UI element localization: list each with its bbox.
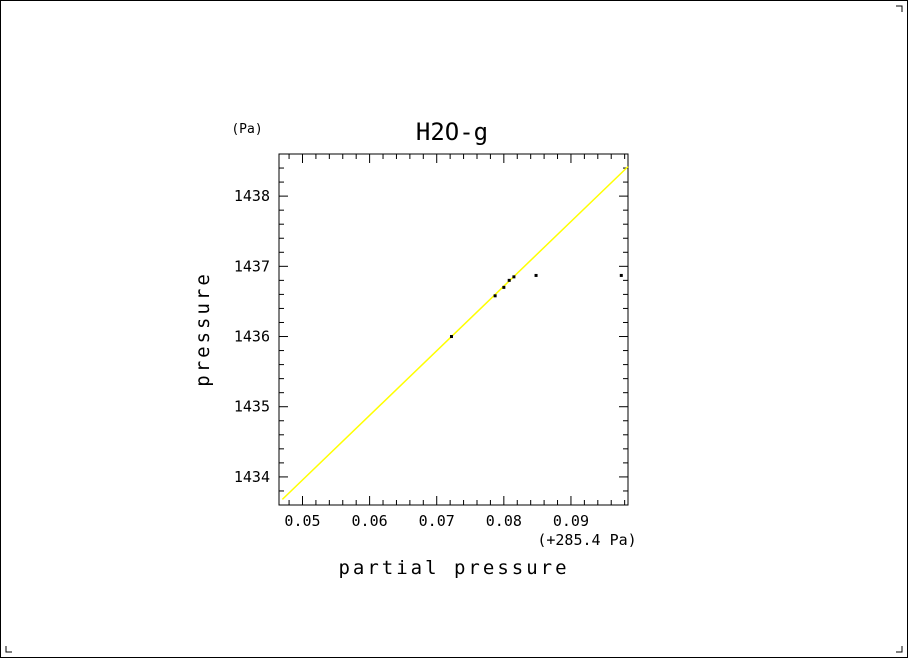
y-tick-labels: 1434 1435 1436 1437 1438: [234, 187, 270, 486]
x-tick-label: 0.06: [352, 512, 388, 530]
x-axis-label: partial pressure: [338, 557, 569, 579]
y-unit-label: (Pa): [231, 122, 262, 137]
axis-ticks: [279, 153, 628, 506]
y-tick-label: 1438: [234, 187, 270, 205]
data-point: [502, 285, 506, 289]
fit-line: [281, 166, 629, 500]
data-point: [507, 278, 511, 282]
data-point: [449, 335, 453, 339]
data-point: [619, 273, 623, 277]
y-tick-label: 1437: [234, 257, 270, 275]
chart-title: H2O-g: [416, 118, 488, 146]
x-tick-label: 0.05: [284, 512, 320, 530]
x-tick-label: 0.08: [486, 512, 522, 530]
x-unit-label: (+285.4 Pa): [537, 531, 636, 549]
data-point: [493, 294, 497, 298]
x-tick-label: 0.09: [553, 512, 589, 530]
y-tick-label: 1436: [234, 328, 270, 346]
x-tick-label: 0.07: [419, 512, 455, 530]
y-tick-label: 1434: [234, 468, 270, 486]
data-points: [449, 273, 623, 339]
y-tick-label: 1435: [234, 398, 270, 416]
corner-marks: [5, 5, 903, 653]
x-tick-labels: 0.05 0.06 0.07 0.08 0.09: [284, 512, 589, 530]
data-point: [534, 273, 538, 277]
y-axis-label: pressure: [192, 271, 214, 387]
data-point: [512, 275, 516, 279]
plot-area: [278, 153, 629, 506]
